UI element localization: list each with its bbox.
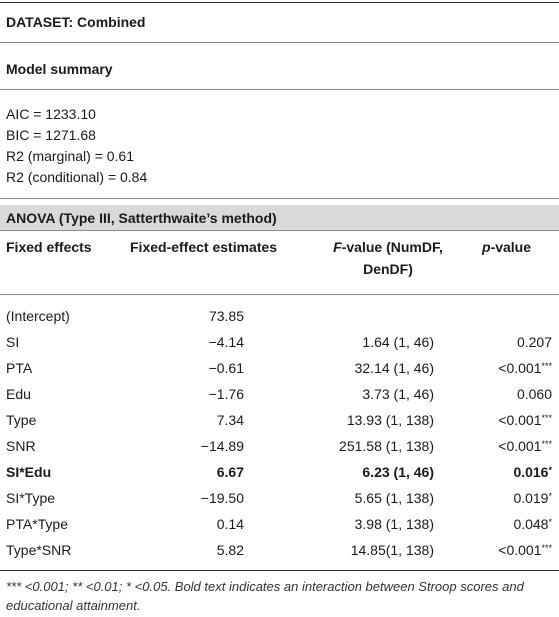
row-name: SI*Type	[6, 490, 56, 506]
header-p-italic: p	[482, 239, 491, 255]
header-estimates: Fixed-effect estimates	[130, 239, 278, 255]
bottom-rule	[0, 570, 559, 571]
row-name: Type	[6, 412, 37, 428]
row-estimate: 73.85	[208, 308, 244, 324]
row-p-value: 0.016*	[513, 464, 552, 480]
row-p-value: <0.001***	[498, 360, 552, 376]
row-name: PTA	[6, 360, 33, 376]
anova-table: (Intercept) 73.85 SI −4.14 1.64 (1, 46) 0.20…	[0, 303, 559, 563]
row-p-value: 0.048*	[513, 516, 552, 532]
row-estimate: 7.34	[216, 412, 244, 428]
table-row: Type*SNR 5.82 14.85(1, 138) <0.001***	[0, 537, 559, 563]
row-estimate: −14.89	[200, 438, 244, 454]
header-fixed-effects: Fixed effects	[6, 239, 92, 255]
table-row: PTA −0.61 32.14 (1, 46) <0.001***	[0, 355, 559, 381]
row-f-value: 1.64 (1, 46)	[362, 334, 434, 350]
anova-title: ANOVA (Type III, Satterthwaite’s method)	[6, 210, 277, 226]
divider	[0, 42, 559, 43]
row-p-value: <0.001***	[498, 542, 552, 558]
summary-aic: AIC = 1233.10	[6, 106, 96, 122]
header-p-rest: -value	[490, 239, 532, 255]
row-estimate: −19.50	[200, 490, 244, 506]
row-name: SI*Edu	[6, 464, 52, 480]
row-estimate: −1.76	[208, 386, 244, 402]
table-row-highlighted: SI*Edu 6.67 6.23 (1, 46) 0.016*	[0, 459, 559, 485]
anova-title-band	[0, 205, 559, 230]
row-p-value: 0.019*	[513, 490, 552, 506]
row-f-value	[244, 303, 434, 329]
row-f-value: 3.73 (1, 46)	[362, 386, 434, 402]
model-summary-heading: Model summary	[6, 61, 113, 77]
row-estimate: −4.14	[208, 334, 244, 350]
table-row: SNR −14.89 251.58 (1, 138) <0.001***	[0, 433, 559, 459]
summary-r2-marginal: R2 (marginal) = 0.61	[6, 148, 135, 164]
row-estimate: −0.61	[208, 360, 244, 376]
header-f-rest: -value (NumDF,	[341, 239, 443, 255]
row-f-value: 32.14 (1, 46)	[354, 360, 434, 376]
header-f-value: F-value (NumDF, DenDF)	[322, 236, 454, 280]
row-f-value: 13.93 (1, 138)	[346, 412, 434, 428]
row-f-value: 6.23 (1, 46)	[362, 464, 434, 480]
header-p-value: p-value	[482, 236, 531, 258]
table-row: SI −4.14 1.64 (1, 46) 0.207	[0, 329, 559, 355]
row-f-value: 14.85(1, 138)	[350, 542, 434, 558]
top-rule	[0, 2, 559, 3]
header-f-italic: F	[333, 239, 342, 255]
table-row: Edu −1.76 3.73 (1, 46) 0.060	[0, 381, 559, 407]
row-f-value: 3.98 (1, 138)	[354, 516, 434, 532]
row-name: Type*SNR	[6, 542, 72, 558]
row-estimate: 5.82	[216, 542, 244, 558]
row-p-value: <0.001***	[498, 438, 552, 454]
table-footnote: *** <0.001; ** <0.01; * <0.05. Bold text…	[6, 579, 524, 613]
row-estimate: 6.67	[216, 464, 244, 480]
table-row: (Intercept) 73.85	[0, 303, 559, 329]
divider	[0, 230, 559, 231]
row-name: SNR	[6, 438, 36, 454]
summary-bic: BIC = 1271.68	[6, 127, 96, 143]
table-row: SI*Type −19.50 5.65 (1, 138) 0.019*	[0, 485, 559, 511]
row-f-value: 251.58 (1, 138)	[339, 438, 434, 454]
row-name: Edu	[6, 386, 31, 402]
row-p-value: <0.001***	[498, 412, 552, 428]
row-name: PTA*Type	[6, 516, 68, 532]
row-p-value: 0.207	[516, 334, 552, 350]
header-f-line2: DenDF)	[363, 261, 413, 277]
divider	[0, 294, 559, 295]
row-name: SI	[6, 334, 20, 350]
table-row: PTA*Type 0.14 3.98 (1, 138) 0.048*	[0, 511, 559, 537]
divider	[0, 198, 559, 199]
summary-r2-conditional: R2 (conditional) = 0.84	[6, 169, 148, 185]
divider	[0, 89, 559, 90]
row-p-value: 0.060	[516, 386, 552, 402]
table-row: Type 7.34 13.93 (1, 138) <0.001***	[0, 407, 559, 433]
row-estimate: 0.14	[216, 516, 244, 532]
row-name: (Intercept)	[6, 308, 70, 324]
dataset-label: DATASET: Combined	[6, 14, 146, 30]
row-f-value: 5.65 (1, 138)	[354, 490, 434, 506]
row-p-value	[434, 303, 559, 329]
